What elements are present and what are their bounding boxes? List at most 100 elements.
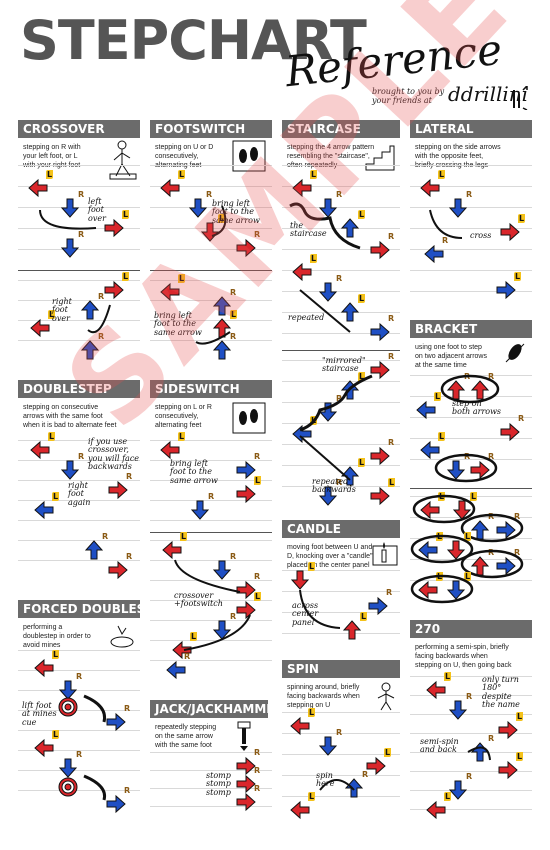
stepline: [282, 733, 400, 734]
right-arrow-icon: [106, 794, 126, 814]
up-arrow-icon: [470, 380, 490, 400]
left-foot-label: L: [436, 532, 444, 541]
right-foot-label: R: [126, 552, 133, 561]
note: repeated backwards: [312, 477, 356, 495]
up-arrow-icon: [470, 742, 490, 762]
right-arrow-icon: [496, 280, 516, 300]
right-arrow-icon: [370, 240, 390, 260]
section-header: FOOTSWITCH: [150, 120, 272, 138]
note: if you use crossover, you will face back…: [88, 437, 140, 472]
stepline: [150, 249, 272, 250]
page-title: STEPCHART: [20, 9, 367, 72]
stepline: [18, 480, 140, 481]
left-foot-label: L: [48, 432, 56, 441]
stepline: [150, 640, 272, 641]
spinning-dancer-icon: [377, 682, 395, 711]
right-arrow-icon: [370, 446, 390, 466]
stepline: [150, 186, 272, 187]
left-foot-label: L: [444, 792, 452, 801]
right-arrow-icon: [496, 520, 516, 540]
right-arrow-icon: [236, 774, 256, 794]
stepline: [150, 788, 272, 789]
divider: [18, 270, 140, 271]
stepline: [282, 207, 400, 208]
note: repeated: [288, 313, 325, 322]
left-foot-label: L: [388, 478, 396, 487]
section-bracket: BRACKET using one foot to step on two ad…: [410, 320, 532, 610]
stepline: [18, 670, 140, 671]
credit-text: brought to you by your friends at: [372, 87, 445, 105]
down-arrow-icon: [60, 198, 80, 218]
left-foot-label: L: [178, 274, 186, 283]
stepline: [18, 730, 140, 731]
footprints-icon: [232, 140, 266, 172]
right-arrow-icon: [236, 600, 256, 620]
stepline: [410, 375, 532, 376]
right-foot-label: R: [514, 512, 521, 521]
stepline: [410, 417, 532, 418]
right-foot-label: R: [254, 230, 261, 239]
left-arrow-icon: [420, 440, 440, 460]
down-arrow-icon: [58, 680, 78, 700]
left-foot-label: L: [308, 562, 316, 571]
down-arrow-icon: [212, 620, 232, 640]
left-foot-label: L: [310, 254, 318, 263]
stepline: [410, 249, 532, 250]
up-arrow-icon: [80, 300, 100, 320]
right-foot-label: R: [230, 612, 237, 621]
stepline: [18, 186, 140, 187]
section-header: BRACKET: [410, 320, 532, 338]
left-foot-label: L: [518, 214, 526, 223]
right-arrow-icon: [370, 486, 390, 506]
down-arrow-icon: [60, 238, 80, 258]
right-foot-label: R: [78, 230, 85, 239]
stepline: [410, 438, 532, 439]
left-foot-label: L: [516, 752, 524, 761]
left-arrow-icon: [162, 540, 182, 560]
stepline: [410, 207, 532, 208]
right-foot-label: R: [362, 770, 369, 779]
left-arrow-icon: [160, 440, 180, 460]
down-arrow-icon: [190, 500, 210, 520]
right-arrow-icon: [108, 480, 128, 500]
stepline: [18, 340, 140, 341]
section-sideswitch: SIDESWITCH stepping on L or R consecutiv…: [150, 380, 272, 690]
right-foot-label: R: [254, 572, 261, 581]
left-foot-label: L: [180, 532, 188, 541]
left-foot-label: L: [516, 712, 524, 721]
stepline: [282, 186, 400, 187]
up-arrow-icon: [344, 778, 364, 798]
down-arrow-icon: [318, 486, 338, 506]
stepline: [282, 712, 400, 713]
stepline: [150, 460, 272, 461]
stepline: [150, 320, 272, 321]
left-arrow-icon: [426, 800, 446, 820]
stepline: [282, 165, 400, 166]
left-arrow-icon: [292, 262, 312, 282]
left-arrow-icon: [34, 738, 54, 758]
right-foot-label: R: [488, 548, 495, 557]
down-arrow-icon: [188, 198, 208, 218]
section-forced-doublestep: FORCED DOUBLESTEP performing a doubleste…: [18, 600, 140, 820]
section-header: SPIN: [282, 660, 400, 678]
left-foot-label: L: [46, 170, 54, 179]
note: cross: [470, 231, 492, 240]
divider: [282, 350, 400, 351]
stepline: [282, 444, 400, 445]
stepline: [150, 560, 272, 561]
stepline: [410, 695, 532, 696]
left-foot-label: L: [230, 310, 238, 319]
right-arrow-icon: [236, 580, 256, 600]
jackhammer-icon: [237, 721, 251, 751]
right-arrow-icon: [370, 322, 390, 342]
right-foot-label: R: [254, 452, 261, 461]
left-foot-label: L: [444, 672, 452, 681]
